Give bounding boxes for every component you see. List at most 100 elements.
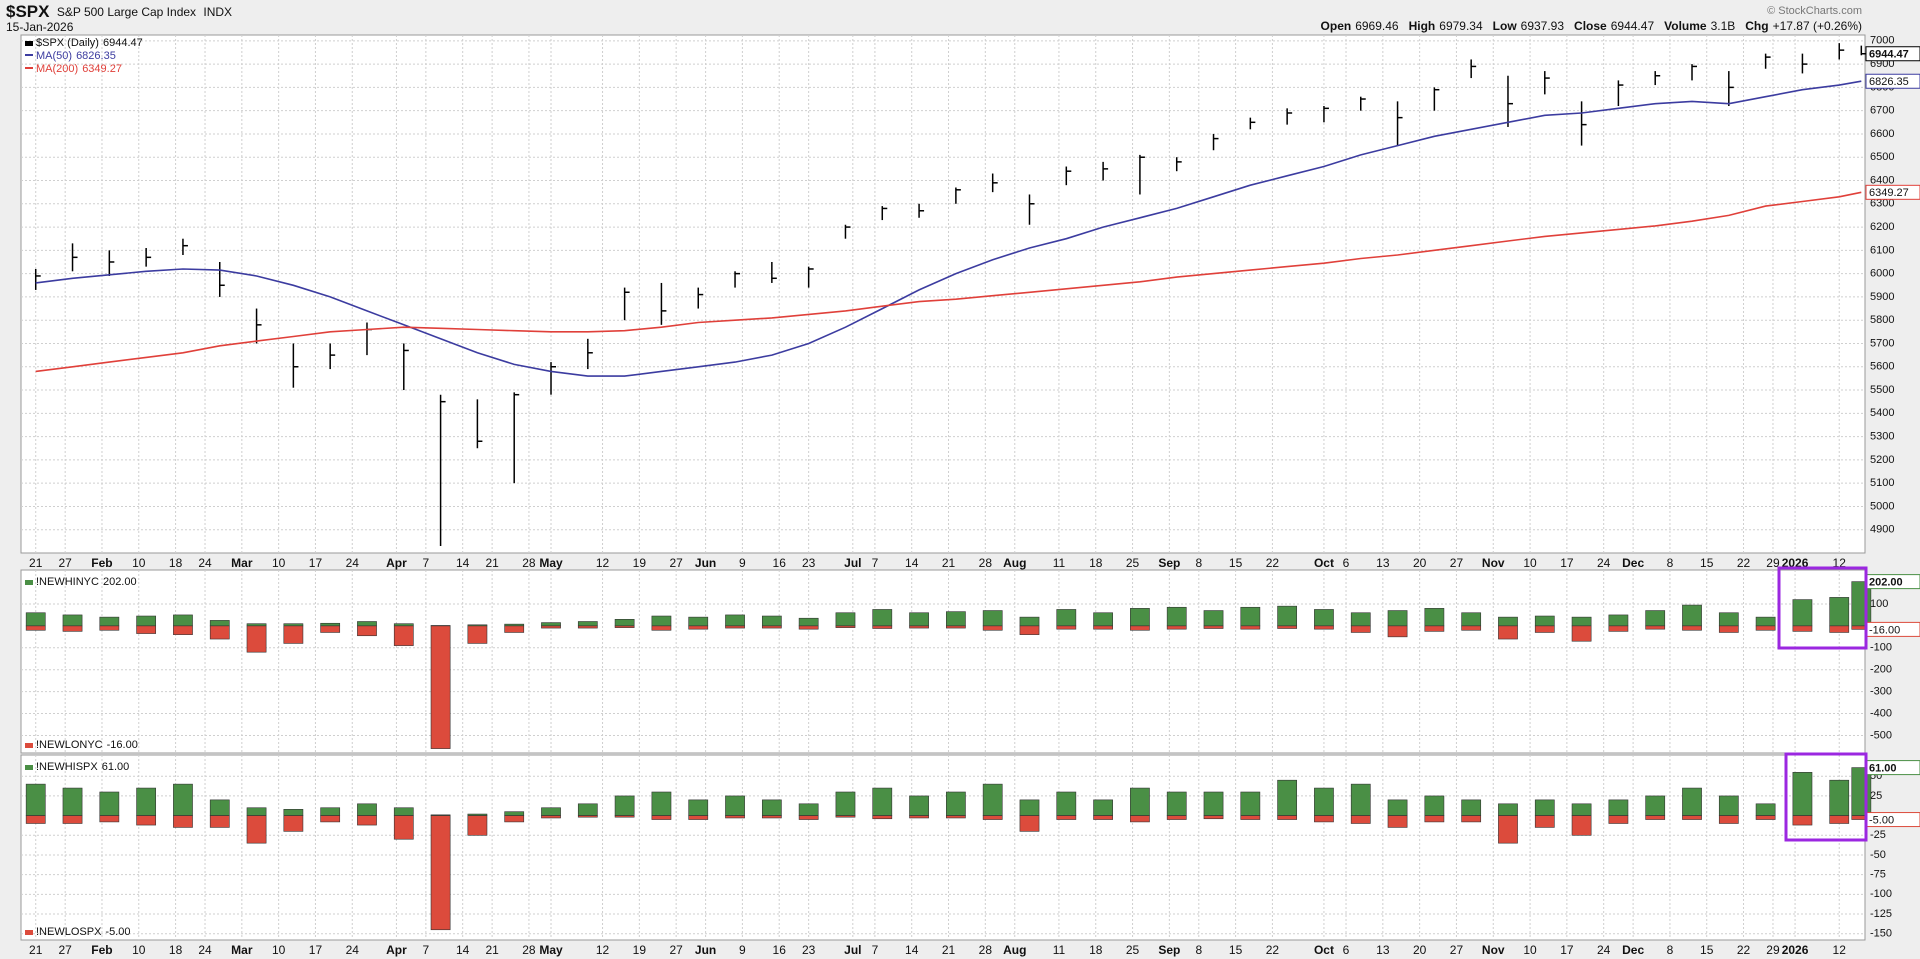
- bar: [173, 625, 193, 635]
- bar: [209, 799, 230, 816]
- bar: [1424, 795, 1445, 816]
- bar: [1240, 606, 1261, 627]
- bar: [798, 815, 819, 820]
- legend-entry: !NEWHISPX 61.00: [36, 761, 129, 773]
- highlight-box: [1784, 752, 1868, 842]
- bar: [393, 807, 414, 816]
- x-tick-label: 22: [1737, 556, 1751, 570]
- bar: [1424, 815, 1445, 823]
- x-tick-label: 7: [423, 943, 430, 957]
- bar: [761, 615, 782, 627]
- y-tick-label: 100: [1870, 598, 1888, 610]
- bar: [1203, 815, 1224, 820]
- value-tag-label: -16.00: [1869, 624, 1900, 636]
- bar: [541, 622, 561, 627]
- legend-name: $SPX (Daily): [36, 37, 99, 49]
- x-tick-label: 16: [773, 943, 787, 957]
- y-tick-label: -50: [1870, 849, 1886, 861]
- bar: [1314, 787, 1334, 816]
- bar: [1424, 608, 1445, 627]
- value-tag-label: 202.00: [1869, 577, 1903, 589]
- bar: [1130, 815, 1150, 823]
- x-tick-label: 22: [1737, 943, 1751, 957]
- quote-value: 6937.93: [1521, 19, 1565, 33]
- bar: [798, 803, 819, 816]
- x-tick-label: 18: [169, 556, 183, 570]
- x-tick-label: 24: [346, 556, 360, 570]
- x-tick-label: 27: [58, 556, 72, 570]
- bar: [761, 815, 782, 819]
- bar: [1571, 815, 1592, 836]
- x-tick-label: 11: [1053, 943, 1066, 957]
- y-tick-label: 5900: [1870, 291, 1894, 303]
- bar: [1461, 612, 1482, 627]
- quote-label: Chg: [1745, 19, 1768, 33]
- x-tick-label: 23: [802, 943, 816, 957]
- bar: [1277, 815, 1298, 820]
- x-tick-label: 24: [1597, 943, 1611, 957]
- bar: [320, 625, 341, 633]
- x-tick-label: 27: [1450, 556, 1464, 570]
- bar: [982, 815, 1003, 820]
- bar: [1130, 625, 1150, 631]
- bar: [872, 609, 893, 627]
- bar: [725, 625, 745, 629]
- x-tick-label: 29: [1766, 556, 1780, 570]
- bar: [725, 795, 745, 816]
- quote-label: Close: [1574, 19, 1607, 33]
- bar: [1093, 625, 1113, 630]
- bar: [577, 815, 598, 818]
- bar: [99, 616, 120, 627]
- x-tick-label: 16: [773, 556, 787, 570]
- bar: [946, 625, 966, 629]
- bar: [761, 799, 782, 816]
- y-tick-label: 5300: [1870, 431, 1894, 443]
- bar: [1571, 625, 1592, 642]
- bar: [1534, 615, 1555, 627]
- legend-name: !NEWLONYC: [36, 739, 103, 751]
- bar: [577, 803, 598, 816]
- y-tick-label: 5600: [1870, 361, 1894, 373]
- bar: [246, 625, 267, 653]
- bar: [1498, 616, 1518, 627]
- quote-value: 3.1B: [1711, 19, 1736, 33]
- x-tick-label: 10: [132, 556, 146, 570]
- bar: [1166, 606, 1187, 627]
- bar: [504, 625, 525, 633]
- bar: [1792, 772, 1813, 816]
- legend-name: !NEWHINYC: [36, 576, 99, 588]
- bar: [1424, 625, 1445, 632]
- bar: [1461, 625, 1482, 631]
- x-tick-label: Oct: [1314, 943, 1334, 957]
- price-panel: [20, 34, 1866, 554]
- bar: [1645, 795, 1666, 816]
- x-tick-label: 24: [198, 556, 212, 570]
- x-tick-label: 15: [1700, 943, 1714, 957]
- x-tick-label: 13: [1376, 556, 1390, 570]
- quote-label: Volume: [1664, 19, 1707, 33]
- bar: [99, 625, 120, 631]
- x-tick-label: 28: [979, 556, 993, 570]
- x-tick-label: 18: [1089, 556, 1103, 570]
- bar: [136, 625, 157, 634]
- legend-value: 6826.35: [76, 50, 116, 62]
- x-tick-label: 17: [309, 943, 323, 957]
- symbol: $SPX: [6, 2, 50, 21]
- quote-value: 6944.47: [1611, 19, 1655, 33]
- bar: [1277, 779, 1298, 816]
- bar: [835, 815, 856, 818]
- bar: [1498, 803, 1518, 816]
- legend-value: 6944.47: [103, 37, 143, 49]
- x-tick-label: 15: [1229, 556, 1243, 570]
- bar: [1534, 625, 1555, 633]
- y-tick-label: 5200: [1870, 454, 1894, 466]
- bar: [1718, 815, 1739, 824]
- bar: [835, 791, 856, 816]
- bar: [1682, 815, 1702, 820]
- bar: [357, 803, 377, 816]
- bar: [320, 807, 341, 816]
- y-tick-label: -25: [1870, 829, 1886, 841]
- x-tick-label: 15: [1229, 943, 1243, 957]
- bar: [504, 815, 525, 823]
